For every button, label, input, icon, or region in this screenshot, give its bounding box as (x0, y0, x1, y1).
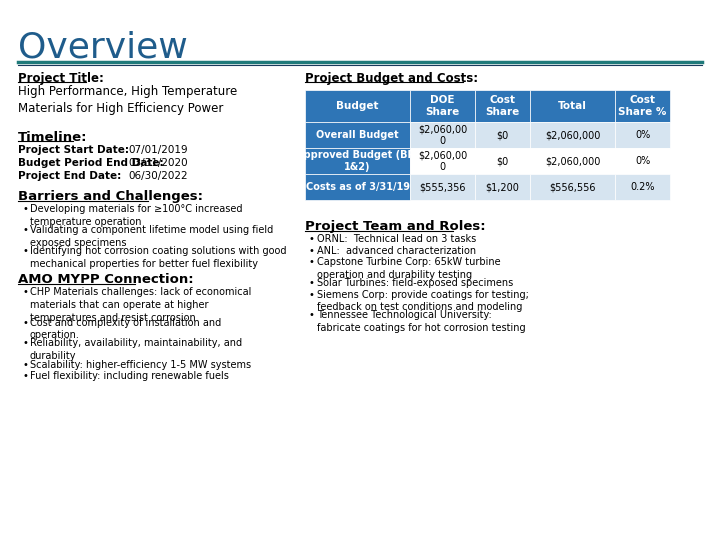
Text: •: • (22, 371, 28, 381)
Text: •: • (309, 310, 315, 321)
Text: •: • (309, 278, 315, 288)
Text: •: • (22, 204, 28, 214)
FancyBboxPatch shape (615, 148, 670, 174)
FancyBboxPatch shape (305, 174, 410, 200)
Text: Solar Turbines: field-exposed specimens: Solar Turbines: field-exposed specimens (317, 278, 513, 288)
Text: Project Start Date:: Project Start Date: (18, 145, 129, 155)
Text: AMO MYPP Connection:: AMO MYPP Connection: (18, 273, 194, 286)
Text: ANL:  advanced characterization: ANL: advanced characterization (317, 246, 476, 255)
FancyBboxPatch shape (530, 148, 615, 174)
Text: $0: $0 (496, 130, 508, 140)
Text: Validating a component lifetime model using field
exposed specimens: Validating a component lifetime model us… (30, 225, 274, 248)
Text: •: • (22, 246, 28, 256)
FancyBboxPatch shape (410, 174, 475, 200)
Text: $2,060,000: $2,060,000 (545, 156, 600, 166)
Text: Total: Total (558, 101, 587, 111)
Text: High Performance, High Temperature
Materials for High Efficiency Power: High Performance, High Temperature Mater… (18, 85, 238, 115)
Text: Cost
Share %: Cost Share % (618, 95, 667, 117)
Text: Developing materials for ≥100°C increased
temperature operation: Developing materials for ≥100°C increase… (30, 204, 243, 227)
Text: 0.2%: 0.2% (630, 182, 654, 192)
Text: •: • (309, 246, 315, 255)
Text: Budget Period End Date:: Budget Period End Date: (18, 158, 163, 168)
Text: Identifying hot corrosion coating solutions with good
mechanical properties for : Identifying hot corrosion coating soluti… (30, 246, 287, 269)
FancyBboxPatch shape (475, 148, 530, 174)
FancyBboxPatch shape (410, 148, 475, 174)
FancyBboxPatch shape (530, 122, 615, 148)
Text: Project Team and Roles:: Project Team and Roles: (305, 220, 485, 233)
FancyBboxPatch shape (530, 90, 615, 122)
Text: 0%: 0% (635, 156, 650, 166)
Text: $555,356: $555,356 (419, 182, 466, 192)
Text: •: • (22, 360, 28, 369)
Text: Project Budget and Costs:: Project Budget and Costs: (305, 72, 478, 85)
FancyBboxPatch shape (475, 122, 530, 148)
Text: •: • (22, 339, 28, 348)
Text: •: • (309, 257, 315, 267)
Text: $2,060,00
0: $2,060,00 0 (418, 124, 467, 146)
Text: Timeline:: Timeline: (18, 131, 88, 144)
Text: $2,060,000: $2,060,000 (545, 130, 600, 140)
Text: Project Title:: Project Title: (18, 72, 104, 85)
Text: •: • (22, 318, 28, 327)
Text: Capstone Turbine Corp: 65kW turbine
operation and durability testing: Capstone Turbine Corp: 65kW turbine oper… (317, 257, 500, 280)
Text: $2,060,00
0: $2,060,00 0 (418, 150, 467, 172)
FancyBboxPatch shape (530, 174, 615, 200)
Text: Overall Budget: Overall Budget (316, 130, 399, 140)
Text: Cost and complexity of installation and
operation.: Cost and complexity of installation and … (30, 318, 221, 340)
FancyBboxPatch shape (615, 174, 670, 200)
FancyBboxPatch shape (410, 90, 475, 122)
Text: DOE
Share: DOE Share (426, 95, 459, 117)
Text: Budget: Budget (336, 101, 379, 111)
Text: Cost
Share: Cost Share (485, 95, 520, 117)
Text: •: • (22, 225, 28, 235)
Text: 03/31/2020: 03/31/2020 (128, 158, 188, 168)
FancyBboxPatch shape (615, 122, 670, 148)
Text: CHP Materials challenges: lack of economical
materials that can operate at highe: CHP Materials challenges: lack of econom… (30, 287, 251, 322)
Text: Overview: Overview (18, 30, 188, 64)
Text: •: • (22, 287, 28, 297)
Text: Scalability: higher-efficiency 1-5 MW systems: Scalability: higher-efficiency 1-5 MW sy… (30, 360, 251, 369)
Text: $556,556: $556,556 (549, 182, 595, 192)
Text: $1,200: $1,200 (485, 182, 519, 192)
FancyBboxPatch shape (475, 174, 530, 200)
FancyBboxPatch shape (475, 90, 530, 122)
Text: Reliability, availability, maintainability, and
durability: Reliability, availability, maintainabili… (30, 339, 242, 361)
Text: Siemens Corp: provide coatings for testing;
feedback on test conditions and mode: Siemens Corp: provide coatings for testi… (317, 289, 529, 312)
Text: $0: $0 (496, 156, 508, 166)
Text: Fuel flexibility: including renewable fuels: Fuel flexibility: including renewable fu… (30, 371, 229, 381)
FancyBboxPatch shape (410, 122, 475, 148)
FancyBboxPatch shape (305, 148, 410, 174)
Text: 06/30/2022: 06/30/2022 (128, 171, 188, 181)
FancyBboxPatch shape (305, 122, 410, 148)
Text: Approved Budget (BP-
1&2): Approved Budget (BP- 1&2) (296, 150, 419, 172)
FancyBboxPatch shape (305, 90, 410, 122)
Text: 07/01/2019: 07/01/2019 (128, 145, 188, 155)
Text: Project End Date:: Project End Date: (18, 171, 121, 181)
Text: •: • (309, 234, 315, 244)
Text: 0%: 0% (635, 130, 650, 140)
Text: •: • (309, 289, 315, 300)
Text: ORNL:  Technical lead on 3 tasks: ORNL: Technical lead on 3 tasks (317, 234, 476, 244)
Text: Tennessee Technological University:
fabricate coatings for hot corrosion testing: Tennessee Technological University: fabr… (317, 310, 526, 333)
FancyBboxPatch shape (615, 90, 670, 122)
Text: Barriers and Challenges:: Barriers and Challenges: (18, 190, 203, 203)
Text: Costs as of 3/31/19: Costs as of 3/31/19 (305, 182, 410, 192)
